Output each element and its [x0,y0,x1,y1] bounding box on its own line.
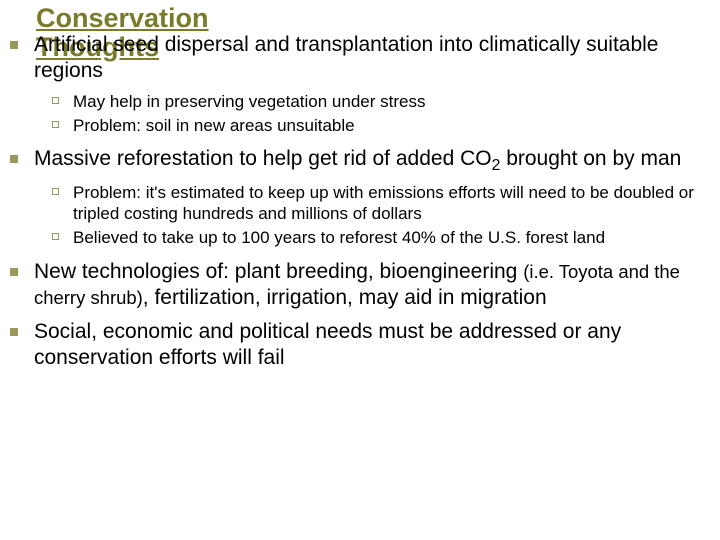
text-fragment: brought on by man [500,147,681,170]
bullet-level2: May help in preserving vegetation under … [52,91,714,112]
bullet-level1: Social, economic and political needs mus… [10,319,714,372]
sub-bullet-text: Problem: soil in new areas unsuitable [73,115,355,136]
sub-bullet-text: May help in preserving vegetation under … [73,91,425,112]
square-bullet-icon [10,155,18,163]
square-bullet-icon [10,268,18,276]
hollow-square-bullet-icon [52,97,59,104]
bullet-level1: New technologies of: plant breeding, bio… [10,259,714,312]
hollow-square-bullet-icon [52,233,59,240]
hollow-square-bullet-icon [52,121,59,128]
text-fragment: Massive reforestation to help get rid of… [34,147,492,170]
square-bullet-icon [10,328,18,336]
hollow-square-bullet-icon [52,188,59,195]
bullet-text: Massive reforestation to help get rid of… [34,146,681,176]
square-bullet-icon [10,41,18,49]
slide: Conservation Thoughts Artificial seed di… [0,0,720,540]
sub-bullet-group: Problem: it's estimated to keep up with … [52,182,714,249]
bullet-level2: Believed to take up to 100 years to refo… [52,227,714,248]
bullet-text: New technologies of: plant breeding, bio… [34,259,714,312]
bullet-text: Social, economic and political needs mus… [34,319,714,372]
bullet-text: Artificial seed dispersal and transplant… [34,32,714,85]
text-fragment: , fertilization, irrigation, may aid in … [143,286,547,309]
bullet-level1: Artificial seed dispersal and transplant… [10,32,714,85]
title-line-1: Conservation [36,4,209,32]
sub-bullet-text: Believed to take up to 100 years to refo… [73,227,605,248]
bullet-level2: Problem: soil in new areas unsuitable [52,115,714,136]
bullet-level1: Massive reforestation to help get rid of… [10,146,714,176]
text-fragment: New technologies of: plant breeding, bio… [34,260,523,283]
bullet-level2: Problem: it's estimated to keep up with … [52,182,714,225]
slide-title: Conservation Thoughts [36,4,209,32]
sub-bullet-text: Problem: it's estimated to keep up with … [73,182,714,225]
sub-bullet-group: May help in preserving vegetation under … [52,91,714,137]
slide-body: Artificial seed dispersal and transplant… [10,32,714,378]
